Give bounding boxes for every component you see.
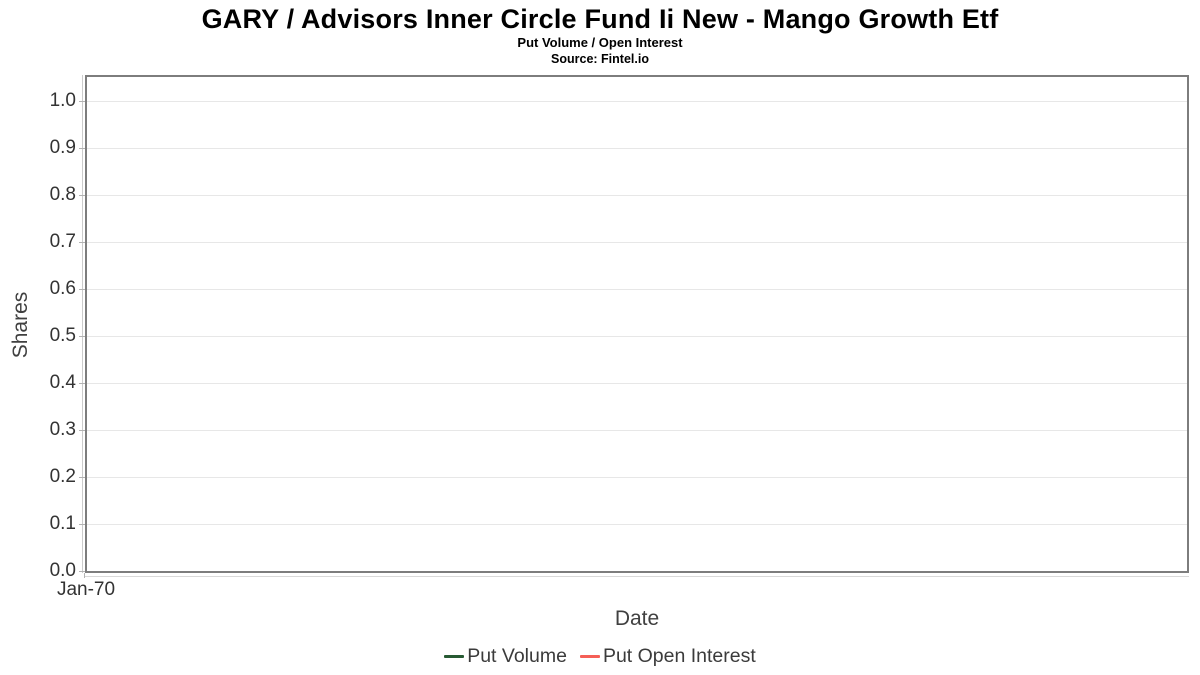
y-tick-mark <box>79 101 85 102</box>
x-axis-title: Date <box>614 607 660 630</box>
legend-label: Put Open Interest <box>602 645 756 667</box>
gridline <box>87 148 1187 149</box>
y-tick-mark <box>79 195 85 196</box>
x-axis-line <box>85 576 1189 577</box>
gridline <box>87 430 1187 431</box>
y-tick-label: 0.2 <box>49 466 76 487</box>
gridline <box>87 195 1187 196</box>
y-tick-label: 1.0 <box>49 90 76 111</box>
gridline <box>87 336 1187 337</box>
legend-swatch <box>444 655 465 658</box>
y-tick-label: 0.1 <box>49 513 76 534</box>
gridline <box>87 524 1187 525</box>
y-tick-mark <box>79 383 85 384</box>
y-tick-label: 0.4 <box>49 372 76 393</box>
y-tick-mark <box>79 242 85 243</box>
y-tick-mark <box>79 289 85 290</box>
y-tick-mark <box>79 524 85 525</box>
gridline <box>87 383 1187 384</box>
y-tick-mark <box>79 571 85 572</box>
y-tick-label: 0.0 <box>49 560 76 581</box>
y-tick-label: 0.8 <box>49 184 76 205</box>
y-tick-mark <box>79 148 85 149</box>
legend-item-put-open-interest[interactable]: Put Open Interest <box>579 645 756 668</box>
y-tick-label: 0.3 <box>49 419 76 440</box>
x-tick-mark <box>84 573 85 578</box>
gridline <box>87 477 1187 478</box>
legend-label: Put Volume <box>467 645 567 667</box>
gridline <box>87 101 1187 102</box>
y-tick-mark <box>79 477 85 478</box>
x-tick-label: Jan-70 <box>56 579 116 600</box>
chart-title: GARY / Advisors Inner Circle Fund Ii New… <box>201 4 999 34</box>
chart-source: Source: Fintel.io <box>551 52 649 66</box>
chart-subtitle: Put Volume / Open Interest <box>517 35 683 50</box>
gridline <box>87 289 1187 290</box>
y-tick-mark <box>79 430 85 431</box>
legend-swatch <box>579 655 600 658</box>
y-tick-label: 0.5 <box>49 325 76 346</box>
legend: Put Volume Put Open Interest <box>0 645 1200 668</box>
legend-item-put-volume[interactable]: Put Volume <box>444 645 567 668</box>
gridline <box>87 242 1187 243</box>
y-axis-line <box>82 75 83 573</box>
plot-area <box>85 75 1189 573</box>
y-tick-label: 0.6 <box>49 278 76 299</box>
y-tick-label: 0.9 <box>49 137 76 158</box>
y-tick-mark <box>79 336 85 337</box>
y-tick-label: 0.7 <box>49 231 76 252</box>
